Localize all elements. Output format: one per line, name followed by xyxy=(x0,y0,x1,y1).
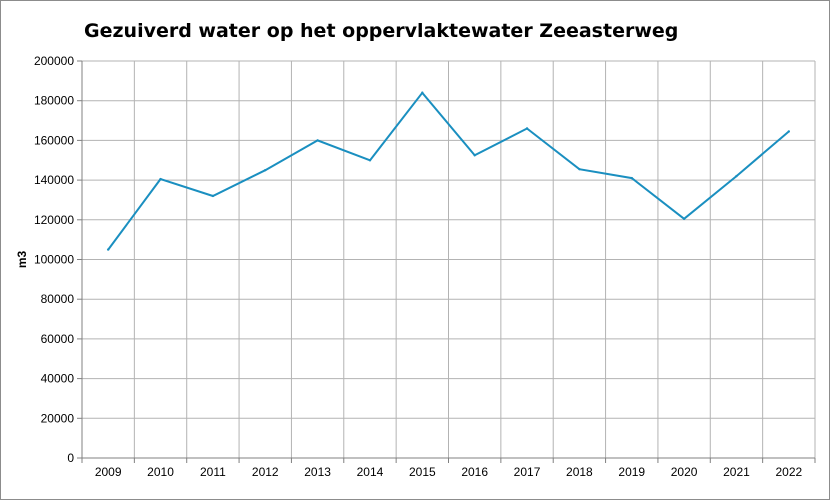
y-tick-label: 20000 xyxy=(41,411,75,425)
x-tick-label: 2014 xyxy=(357,465,384,479)
data-point xyxy=(630,176,633,180)
data-point xyxy=(159,177,162,181)
y-tick-label: 200000 xyxy=(34,54,74,68)
y-tick-label: 60000 xyxy=(41,332,75,346)
y-tick-label: 0 xyxy=(67,451,74,465)
y-tick-label: 40000 xyxy=(41,372,75,386)
y-tick-label: 120000 xyxy=(34,213,74,227)
y-tick-label: 80000 xyxy=(41,292,75,306)
data-point xyxy=(735,174,738,178)
data-point xyxy=(264,168,267,172)
data-point xyxy=(473,154,476,157)
x-tick-label: 2021 xyxy=(723,465,750,479)
x-tick-label: 2020 xyxy=(671,465,698,479)
y-axis-title: m3 xyxy=(15,251,29,269)
x-tick-label: 2022 xyxy=(775,465,802,479)
data-point xyxy=(106,248,110,251)
chart-title: Gezuiverd water op het oppervlaktewater … xyxy=(84,20,679,42)
x-tick-label: 2013 xyxy=(304,465,331,479)
x-tick-label: 2018 xyxy=(566,465,593,479)
x-tick-label: 2015 xyxy=(409,465,436,479)
series-line xyxy=(107,91,790,251)
data-point xyxy=(682,217,686,221)
data-point xyxy=(787,130,791,133)
data-point xyxy=(578,167,581,171)
data-point xyxy=(368,159,372,162)
data-point xyxy=(316,139,319,142)
y-tick-label: 160000 xyxy=(34,133,74,147)
y-tick-label: 180000 xyxy=(34,94,74,108)
data-point xyxy=(211,194,215,198)
y-tick-label: 140000 xyxy=(34,173,74,187)
data-point xyxy=(525,127,529,130)
x-tick-label: 2017 xyxy=(514,465,541,479)
x-tick-label: 2009 xyxy=(95,465,122,479)
x-tick-label: 2016 xyxy=(461,465,488,479)
data-point xyxy=(421,91,424,94)
x-tick-label: 2012 xyxy=(252,465,279,479)
x-tick-label: 2019 xyxy=(618,465,645,479)
x-tick-label: 2010 xyxy=(147,465,174,479)
y-tick-label: 100000 xyxy=(34,253,74,267)
x-tick-label: 2011 xyxy=(200,465,226,479)
